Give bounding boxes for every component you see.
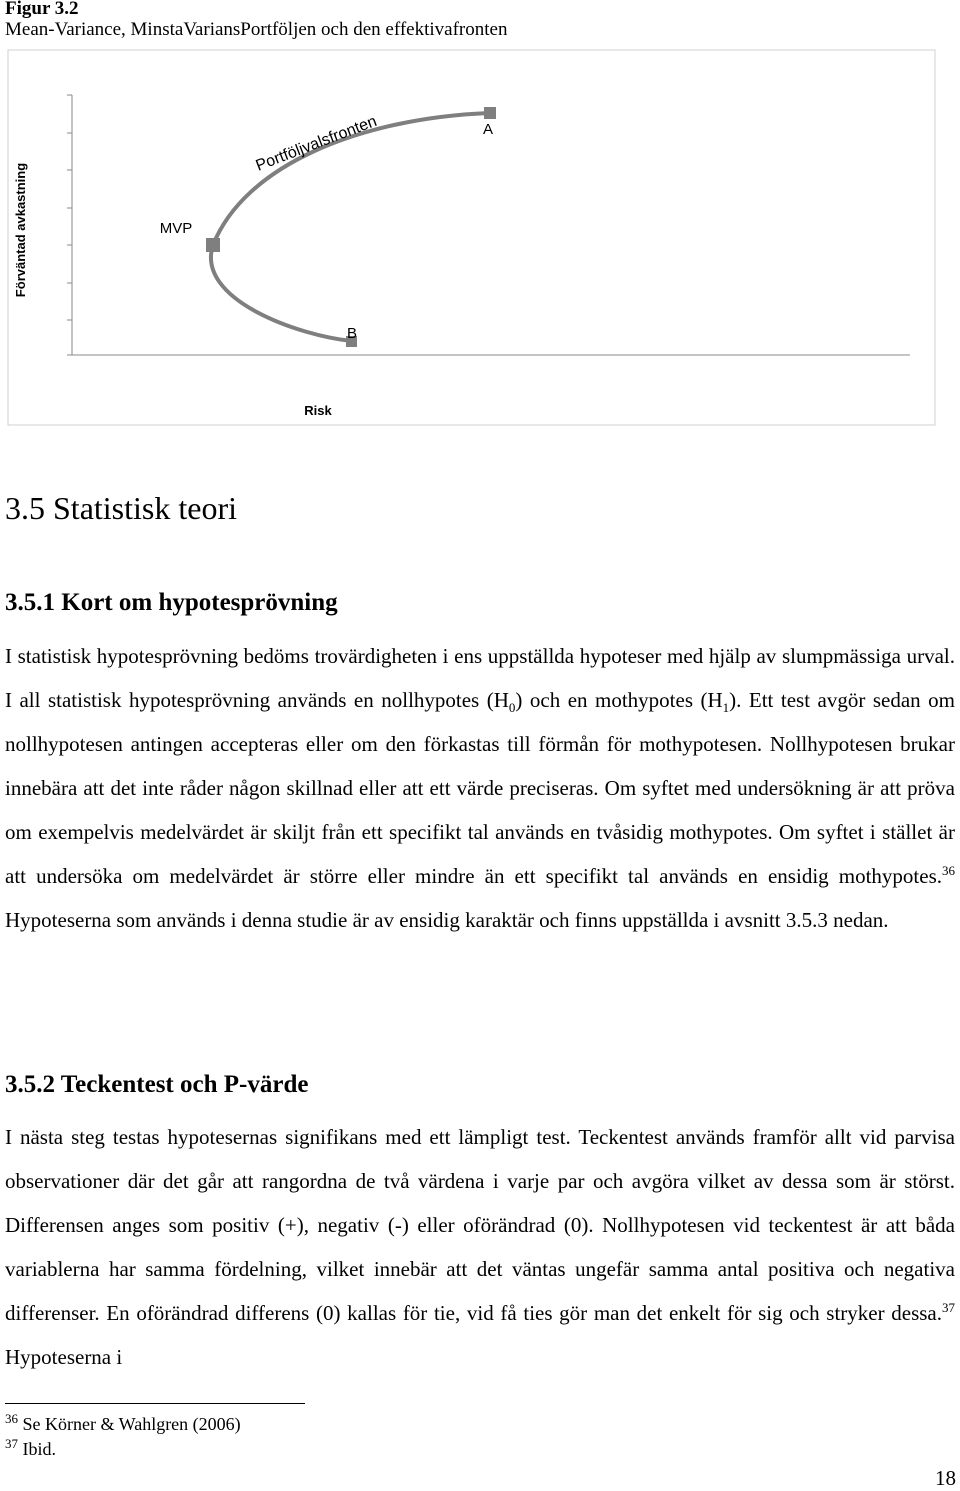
- paragraph: I nästa steg testas hypotesernas signifi…: [5, 1115, 955, 1379]
- footnote-number: 37: [5, 1436, 18, 1451]
- footnote-number: 36: [5, 1411, 18, 1426]
- chart-frame: [7, 49, 936, 426]
- point-label: B: [347, 325, 357, 342]
- text-run: ) och en mothypotes (H: [515, 688, 723, 712]
- frontier-curve: [208, 111, 491, 343]
- footnote-rule: [5, 1403, 305, 1404]
- point-marker: [206, 238, 220, 252]
- subsection-heading: 3.5.1 Kort om hypotesprövning: [5, 589, 338, 616]
- figure-chart: A MVP B Portföljvalsfronten Förväntad av…: [7, 49, 936, 426]
- footnote-ref: 37: [942, 1300, 955, 1315]
- footnote-text: Ibid.: [22, 1439, 57, 1459]
- subscript: 0: [508, 700, 516, 716]
- text-run: I nästa steg testas hypotesernas signifi…: [5, 1125, 955, 1325]
- x-axis-label: Risk: [304, 403, 332, 418]
- point-label: MVP: [160, 220, 193, 237]
- text-run: Hypoteserna i: [5, 1345, 123, 1369]
- point-marker: [484, 107, 496, 119]
- text-run: Hypoteserna som används i denna studie ä…: [5, 908, 889, 932]
- y-axis-ticks: [67, 94, 72, 356]
- subscript: 1: [722, 700, 730, 716]
- page-number: 18: [935, 1466, 956, 1490]
- footnote: 37 Ibid.: [5, 1436, 57, 1460]
- y-axis-label: Förväntad avkastning: [13, 163, 28, 297]
- paragraph: I statistisk hypotesprövning bedöms trov…: [5, 634, 955, 942]
- subsection-heading: 3.5.2 Teckentest och P-värde: [5, 1071, 309, 1098]
- point-marker: [346, 336, 357, 347]
- footnote: 36 Se Körner & Wahlgren (2006): [5, 1411, 241, 1435]
- point-label: A: [483, 121, 493, 138]
- footnote-ref: 36: [942, 863, 955, 878]
- figure-caption: Mean-Variance, MinstaVariansPortföljen o…: [5, 19, 508, 40]
- section-heading: 3.5 Statistisk teori: [5, 490, 237, 526]
- footnote-text: Se Körner & Wahlgren (2006): [22, 1414, 241, 1434]
- text-run: ). Ett test avgör sedan om nollhypotesen…: [5, 688, 955, 888]
- figure-number: Figur 3.2: [5, 0, 79, 19]
- text-run: I statistisk hypotesprövning bedöms trov…: [5, 644, 955, 712]
